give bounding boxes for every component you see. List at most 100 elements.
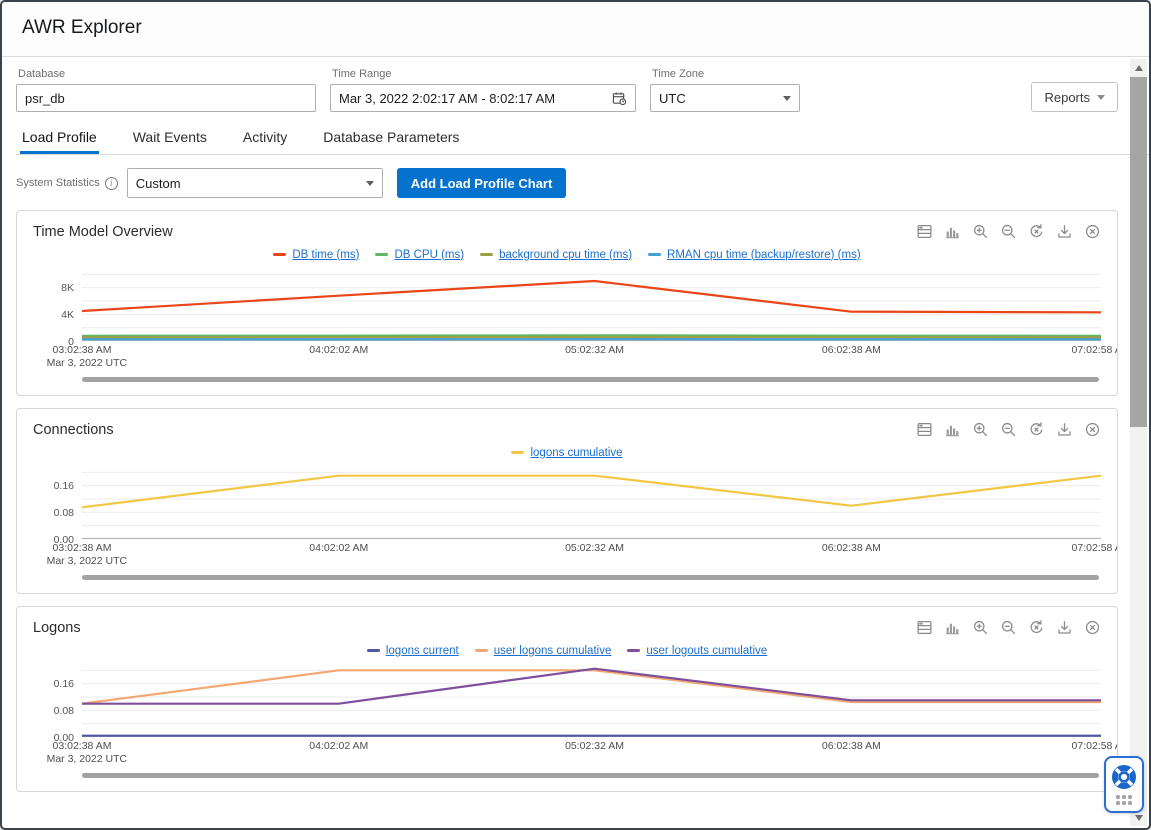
time-range-label: Time Range — [332, 68, 392, 80]
time-zone-label: Time Zone — [652, 68, 705, 80]
x-axis-tick-label: 05:02:32 AM — [565, 344, 625, 356]
download-icon[interactable] — [1056, 619, 1073, 636]
data-table-icon[interactable] — [916, 619, 933, 636]
scroll-down-arrow-icon[interactable] — [1130, 809, 1147, 826]
x-axis-subtitle: Mar 3, 2022 UTC — [46, 357, 128, 369]
reports-button[interactable]: Reports — [1031, 82, 1118, 112]
legend-series-link[interactable]: DB time (ms) — [292, 248, 360, 261]
bar-chart-icon[interactable] — [944, 223, 961, 240]
database-input[interactable]: psr_db — [16, 84, 316, 112]
x-axis-subtitle: Mar 3, 2022 UTC — [46, 555, 128, 567]
legend-series-link[interactable]: logons cumulative — [530, 446, 623, 459]
calendar-clock-icon[interactable] — [612, 91, 627, 106]
horizontal-scrollbar[interactable] — [82, 377, 1099, 382]
x-axis-subtitle: Mar 3, 2022 UTC — [46, 753, 128, 765]
legend-dash-icon — [366, 649, 380, 652]
reset-zoom-icon[interactable] — [1028, 619, 1045, 636]
remove-chart-icon[interactable] — [1084, 421, 1101, 438]
chart-title: Time Model Overview — [33, 223, 173, 240]
zoom-in-icon[interactable] — [972, 619, 989, 636]
tab-wait-events[interactable]: Wait Events — [132, 129, 207, 145]
system-statistics-row: System Statistics i Custom Add Load Prof… — [16, 168, 1118, 198]
chevron-down-icon — [783, 95, 791, 101]
download-icon[interactable] — [1056, 421, 1073, 438]
chart-card-time-model-overview: Time Model Overview DB time (ms) DB CPU (… — [16, 210, 1118, 396]
zoom-in-icon[interactable] — [972, 223, 989, 240]
line-chart-plot[interactable] — [82, 469, 1101, 539]
zoom-out-icon[interactable] — [1000, 619, 1017, 636]
x-axis-subtitle-row: Mar 3, 2022 UTC — [47, 357, 1101, 370]
statistics-select[interactable]: Custom — [126, 168, 383, 198]
bar-chart-icon[interactable] — [944, 619, 961, 636]
assist-widget[interactable] — [1104, 756, 1144, 813]
legend-series-link[interactable]: user logons cumulative — [493, 644, 612, 657]
vertical-scrollbar-thumb[interactable] — [1130, 77, 1147, 427]
x-axis-tick-label: 06:02:38 AM — [821, 542, 881, 554]
legend-series-link[interactable]: RMAN cpu time (backup/restore) (ms) — [667, 248, 861, 261]
zoom-out-icon[interactable] — [1000, 223, 1017, 240]
chart-legend: logons current user logons cumulative user… — [33, 643, 1101, 659]
vertical-scrollbar[interactable] — [1130, 59, 1147, 826]
legend-item: RMAN cpu time (backup/restore) (ms) — [648, 249, 861, 261]
add-load-profile-chart-button[interactable]: Add Load Profile Chart — [396, 168, 567, 198]
x-axis: 03:02:38 AM 04:02:02 AM 05:02:32 AM 06:02:3… — [53, 542, 1117, 555]
statistics-select-value: Custom — [135, 175, 181, 191]
time-range-input[interactable]: Mar 3, 2022 2:02:17 AM - 8:02:17 AM — [330, 84, 636, 112]
scroll-up-arrow-icon[interactable] — [1130, 59, 1147, 76]
reset-zoom-icon[interactable] — [1028, 421, 1045, 438]
horizontal-scrollbar[interactable] — [82, 773, 1099, 778]
bar-chart-icon[interactable] — [944, 421, 961, 438]
chart-card-header: Time Model Overview — [33, 223, 1101, 240]
time-range-field-group: Time Range Mar 3, 2022 2:02:17 AM - 8:02… — [330, 68, 636, 112]
legend-dash-icon — [627, 649, 641, 652]
remove-chart-icon[interactable] — [1084, 619, 1101, 636]
time-zone-select[interactable]: UTC — [650, 84, 800, 112]
download-icon[interactable] — [1056, 223, 1073, 240]
y-axis: 0.16 0.08 0.00 — [33, 667, 82, 743]
x-axis-tick-label: 04:02:02 AM — [309, 740, 369, 752]
chart-card-header: Connections — [33, 421, 1101, 438]
time-range-value: Mar 3, 2022 2:02:17 AM - 8:02:17 AM — [339, 90, 556, 106]
y-axis-tick-label: 8K — [61, 282, 74, 295]
reset-zoom-icon[interactable] — [1028, 223, 1045, 240]
line-chart-plot[interactable] — [82, 667, 1101, 737]
chart-toolbar — [916, 619, 1101, 636]
x-axis-tick-label: 04:02:02 AM — [309, 344, 369, 356]
y-axis-tick-label: 0.16 — [53, 480, 74, 493]
data-table-icon[interactable] — [916, 421, 933, 438]
info-icon[interactable]: i — [104, 176, 118, 190]
x-axis-subtitle-row: Mar 3, 2022 UTC — [47, 555, 1101, 568]
x-axis-tick-label: 06:02:38 AM — [821, 344, 881, 356]
legend-series-link[interactable]: DB CPU (ms) — [394, 248, 465, 261]
legend-series-link[interactable]: logons current — [385, 644, 459, 657]
legend-dash-icon — [273, 253, 287, 256]
zoom-out-icon[interactable] — [1000, 421, 1017, 438]
x-axis-tick-label: 05:02:32 AM — [565, 740, 625, 752]
remove-chart-icon[interactable] — [1084, 223, 1101, 240]
legend-series-link[interactable]: user logouts cumulative — [646, 644, 768, 657]
line-chart-plot[interactable] — [82, 271, 1101, 341]
tab-activity[interactable]: Activity — [242, 129, 288, 145]
x-axis-tick-label: 03:02:38 AM — [52, 344, 112, 356]
legend-series-link[interactable]: background cpu time (ms) — [499, 248, 633, 261]
life-ring-icon[interactable] — [1111, 764, 1137, 790]
tab-load-profile[interactable]: Load Profile — [20, 125, 99, 154]
y-axis: 8K 4K 0 — [33, 271, 82, 347]
legend-dash-icon — [480, 253, 494, 256]
chevron-down-icon — [1097, 94, 1105, 100]
chart-card-connections: Connections logons cumulative 0.16 0.08 0.… — [16, 408, 1118, 594]
y-axis-tick-label: 0.00 — [53, 731, 74, 744]
chart-toolbar — [916, 421, 1101, 438]
x-axis-tick-label: 03:02:38 AM — [52, 542, 112, 554]
horizontal-scrollbar[interactable] — [82, 575, 1099, 580]
x-axis-tick-label: 03:02:38 AM — [52, 740, 112, 752]
database-field-group: Database psr_db — [16, 68, 316, 112]
tab-database-parameters[interactable]: Database Parameters — [323, 129, 460, 145]
y-axis-tick-label: 0.16 — [53, 678, 74, 691]
zoom-in-icon[interactable] — [972, 421, 989, 438]
x-axis-tick-label: 04:02:02 AM — [309, 542, 369, 554]
legend-item: background cpu time (ms) — [480, 249, 632, 261]
y-axis-tick-label: 0.08 — [53, 506, 74, 519]
data-table-icon[interactable] — [916, 223, 933, 240]
legend-item: DB CPU (ms) — [375, 249, 464, 261]
